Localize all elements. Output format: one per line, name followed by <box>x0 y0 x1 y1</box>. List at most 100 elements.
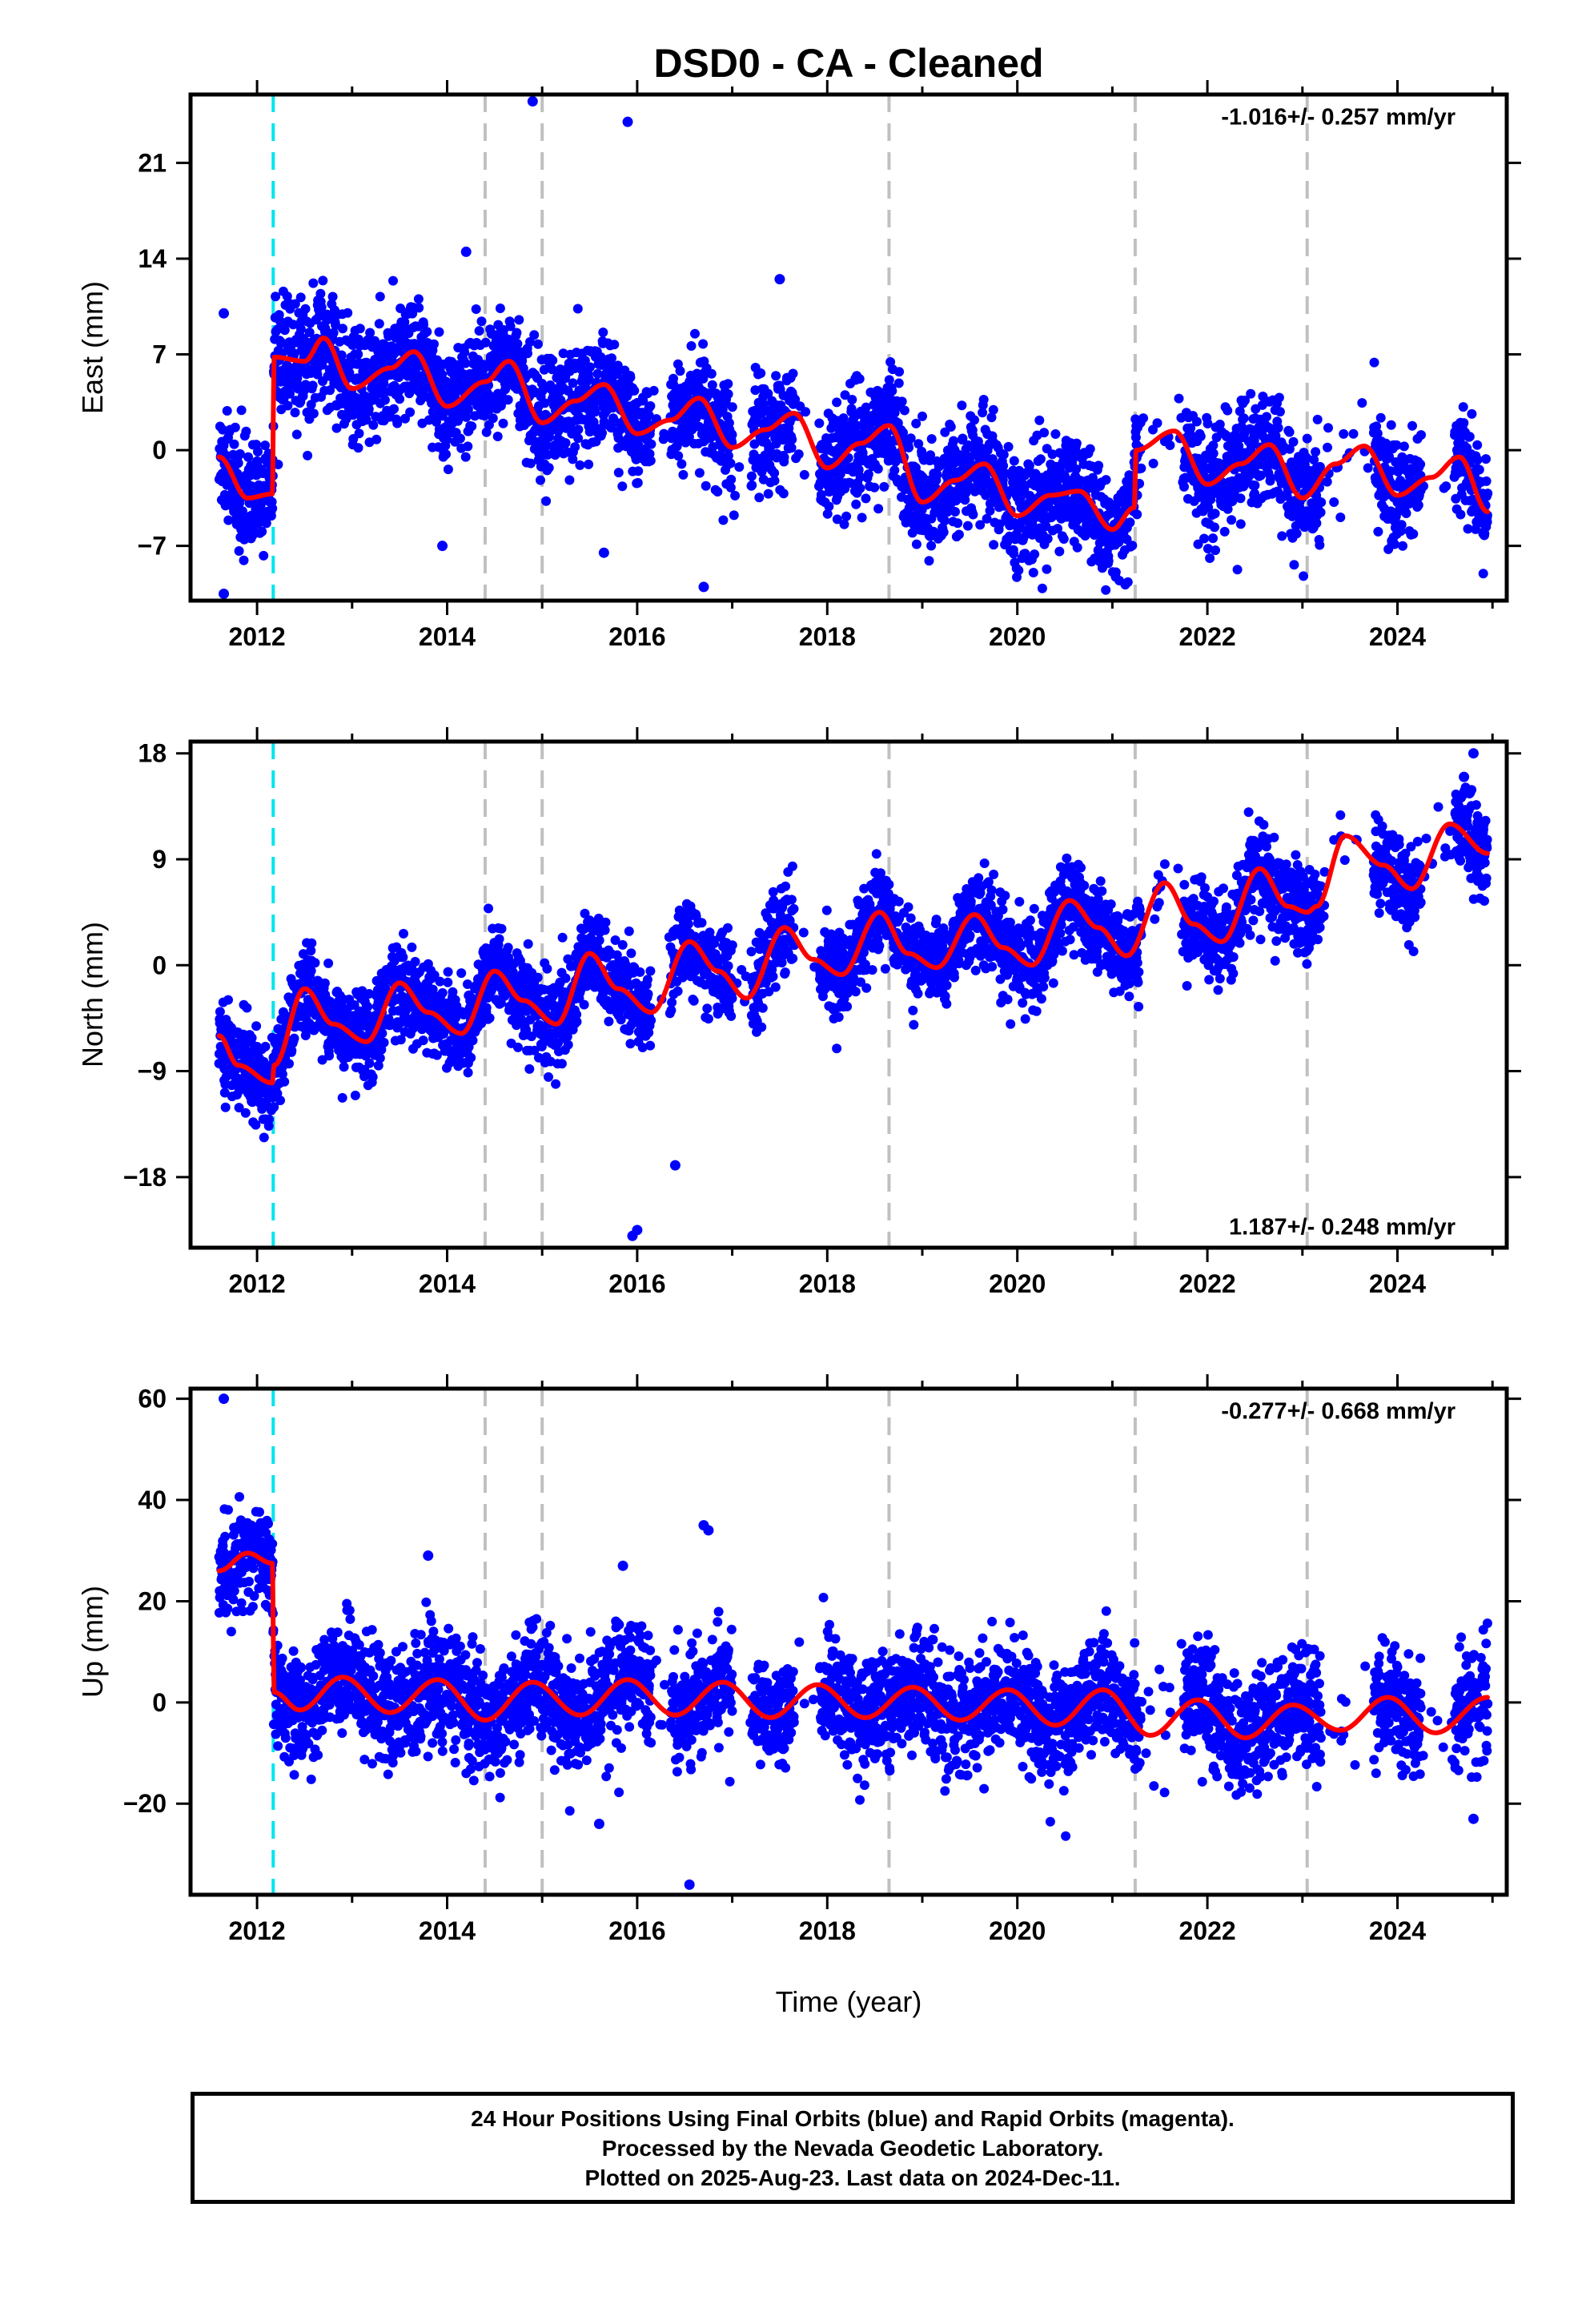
observation-point <box>580 356 590 366</box>
observation-point <box>1042 533 1053 544</box>
observation-point <box>399 928 408 939</box>
observation-point <box>1009 549 1019 559</box>
observation-point <box>917 411 927 421</box>
observation-point <box>1481 454 1491 464</box>
observation-point <box>467 421 477 432</box>
observation-point <box>456 968 467 979</box>
observation-point <box>222 406 232 416</box>
observation-point <box>260 440 271 451</box>
observation-point <box>985 505 995 516</box>
observation-point <box>371 434 382 444</box>
observation-point <box>229 439 239 449</box>
observation-point <box>884 375 894 385</box>
observation-point <box>551 1079 561 1089</box>
observation-point <box>414 303 424 313</box>
observation-point <box>481 427 492 437</box>
observation-point <box>261 518 271 529</box>
observation-point <box>625 372 636 383</box>
observation-point <box>1094 460 1104 471</box>
observation-point <box>926 541 937 551</box>
observation-point <box>950 507 960 517</box>
observation-point <box>1210 522 1219 533</box>
observation-point <box>677 459 687 469</box>
observation-point <box>1459 418 1469 428</box>
observation-point <box>597 428 607 438</box>
observation-point <box>1199 533 1209 544</box>
observation-point <box>924 556 934 566</box>
observation-point <box>887 386 897 396</box>
observation-point <box>1363 463 1373 473</box>
observation-point <box>646 439 656 449</box>
observation-point <box>1110 567 1121 577</box>
observation-point <box>953 518 963 529</box>
outlier-point <box>598 547 609 558</box>
observation-point <box>494 934 504 944</box>
observation-point <box>223 995 233 1005</box>
observation-point <box>353 349 363 360</box>
observation-point <box>572 304 583 314</box>
observation-point <box>1311 447 1321 457</box>
observation-point <box>1335 513 1346 522</box>
observation-point <box>410 956 420 967</box>
observation-point <box>590 407 600 417</box>
observation-point <box>723 379 733 389</box>
observation-point <box>1456 509 1466 520</box>
observation-point <box>233 458 243 468</box>
observation-point <box>474 326 484 336</box>
observation-point <box>379 1037 389 1047</box>
observation-point <box>355 324 365 334</box>
observation-point <box>1020 549 1030 559</box>
observation-point <box>854 374 865 384</box>
observation-point <box>698 339 709 349</box>
observation-point <box>1289 560 1299 570</box>
plot-area <box>214 94 1493 601</box>
observation-point <box>1288 436 1299 447</box>
outlier-point <box>698 581 709 593</box>
observation-point <box>247 530 258 541</box>
observation-point <box>285 388 295 399</box>
observation-point <box>1028 568 1038 577</box>
observation-point <box>1227 496 1238 506</box>
observation-point <box>460 347 470 357</box>
observation-point <box>324 1051 335 1061</box>
observation-point <box>375 292 385 302</box>
observation-point <box>1266 472 1276 483</box>
observation-point <box>236 405 247 416</box>
observation-point <box>1125 517 1135 528</box>
observation-point <box>1240 396 1250 405</box>
observation-point <box>801 407 811 417</box>
observation-point <box>463 1068 473 1078</box>
observation-point <box>1408 529 1419 539</box>
observation-point <box>259 550 269 561</box>
observation-point <box>260 1041 271 1051</box>
observation-point <box>869 482 880 493</box>
observation-point <box>1472 440 1483 450</box>
observation-point <box>1208 448 1219 459</box>
observation-point <box>237 506 247 517</box>
observation-point <box>747 480 757 490</box>
observation-point <box>252 456 263 467</box>
observation-point <box>463 441 473 452</box>
observation-point <box>1284 427 1295 437</box>
observation-point <box>496 923 507 934</box>
observation-point <box>1235 519 1246 529</box>
observation-point <box>727 429 737 440</box>
observation-point <box>970 415 979 425</box>
observation-point <box>940 516 950 526</box>
observation-point <box>1024 460 1034 471</box>
observation-point <box>989 540 999 550</box>
observation-point <box>1203 419 1213 428</box>
observation-point <box>300 304 311 314</box>
observation-point <box>379 395 390 405</box>
observation-point <box>573 424 584 435</box>
x-tick-label: 2020 <box>989 622 1046 651</box>
observation-point <box>949 436 958 446</box>
observation-point <box>613 468 624 478</box>
observation-point <box>234 546 244 556</box>
observation-point <box>279 325 290 336</box>
observation-point <box>645 401 656 411</box>
x-tick-label: 2014 <box>419 622 476 651</box>
observation-point <box>1441 481 1452 492</box>
observation-point <box>713 487 723 497</box>
observation-point <box>1067 454 1078 464</box>
